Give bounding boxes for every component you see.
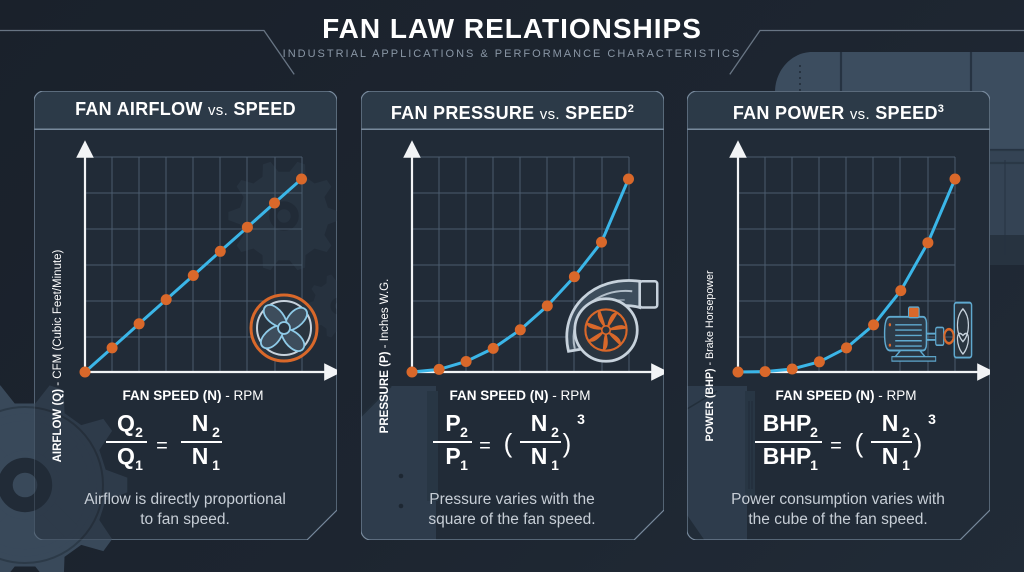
svg-text:BHP: BHP — [763, 410, 812, 436]
svg-text:POWER (BHP) - Brake Horsepower: POWER (BHP) - Brake Horsepower — [704, 270, 716, 441]
svg-text:=: = — [156, 435, 168, 457]
svg-text:2: 2 — [135, 424, 143, 440]
svg-text:PRESSURE (P) - Inches W.G.: PRESSURE (P) - Inches W.G. — [379, 279, 391, 434]
svg-text:FAN SPEED (N) - RPM: FAN SPEED (N) - RPM — [775, 388, 916, 403]
svg-text:N: N — [192, 410, 209, 436]
svg-text:2: 2 — [902, 424, 910, 440]
svg-text:P: P — [445, 410, 460, 436]
svg-text:square of the fan speed.: square of the fan speed. — [428, 511, 595, 528]
svg-text:P: P — [445, 443, 460, 469]
svg-text:1: 1 — [551, 457, 559, 473]
svg-text:3: 3 — [577, 411, 585, 427]
svg-text:N: N — [531, 443, 548, 469]
svg-text:(: ( — [855, 428, 864, 458]
svg-text:1: 1 — [810, 457, 818, 473]
svg-text:1: 1 — [135, 457, 143, 473]
svg-text:the cube of the fan speed.: the cube of the fan speed. — [748, 511, 927, 528]
svg-text:): ) — [914, 428, 923, 458]
svg-text:N: N — [882, 410, 899, 436]
svg-text:FAN SPEED (N) - RPM: FAN SPEED (N) - RPM — [122, 388, 263, 403]
svg-text:1: 1 — [212, 457, 220, 473]
svg-text:BHP: BHP — [763, 443, 812, 469]
svg-text:Pressure varies with the: Pressure varies with the — [429, 491, 594, 508]
svg-text:Power consumption varies with: Power consumption varies with — [731, 491, 945, 508]
svg-text:N: N — [192, 443, 209, 469]
svg-text:FAN SPEED (N) - RPM: FAN SPEED (N) - RPM — [449, 388, 590, 403]
svg-text:=: = — [479, 435, 491, 457]
svg-text:): ) — [563, 428, 572, 458]
svg-text:Airflow is directly proportion: Airflow is directly proportional — [84, 491, 286, 508]
svg-text:Q: Q — [117, 410, 135, 436]
svg-text:=: = — [830, 435, 842, 457]
svg-text:(: ( — [504, 428, 513, 458]
svg-text:2: 2 — [551, 424, 559, 440]
svg-text:2: 2 — [212, 424, 220, 440]
svg-text:AIRFLOW (Q) - CFM (Cubic Feet/: AIRFLOW (Q) - CFM (Cubic Feet/Minute) — [52, 249, 64, 462]
svg-text:N: N — [882, 443, 899, 469]
svg-text:2: 2 — [810, 424, 818, 440]
svg-text:3: 3 — [928, 411, 936, 427]
svg-text:1: 1 — [460, 457, 468, 473]
svg-text:Q: Q — [117, 443, 135, 469]
svg-text:to fan speed.: to fan speed. — [140, 511, 230, 528]
svg-text:1: 1 — [902, 457, 910, 473]
svg-text:2: 2 — [460, 424, 468, 440]
svg-text:N: N — [531, 410, 548, 436]
